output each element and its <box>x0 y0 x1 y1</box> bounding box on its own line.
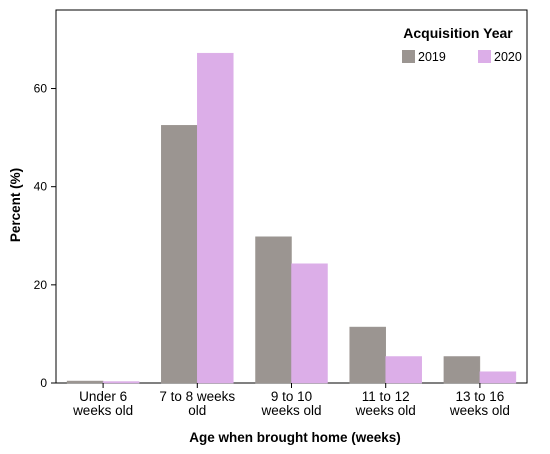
bar-2020-2 <box>291 263 328 384</box>
y-tick-label: 40 <box>34 180 48 194</box>
legend: Acquisition Year 2019 2020 <box>402 25 522 64</box>
legend-title: Acquisition Year <box>403 25 513 41</box>
y-tick-label: 0 <box>40 376 47 390</box>
x-tick-label: Under 6 weeks old <box>72 389 133 418</box>
bar-2019-1 <box>161 125 198 384</box>
bar-2020-1 <box>197 52 234 384</box>
legend-swatch-2020 <box>478 50 491 63</box>
x-axis-title: Age when brought home (weeks) <box>189 430 401 445</box>
x-tick-label: 13 to 16 weeks old <box>449 389 510 418</box>
x-tick-label: 11 to 12 weeks old <box>355 389 416 418</box>
bar-2020-0 <box>102 381 140 384</box>
x-tick-label: 9 to 10 weeks old <box>260 389 321 418</box>
y-tick-label: 60 <box>34 82 48 96</box>
y-axis: 0 20 40 60 <box>34 82 56 390</box>
bar-2019-0 <box>66 380 104 384</box>
bar-2019-4 <box>443 356 481 384</box>
x-tick-label: 7 to 8 weeks old <box>159 389 235 418</box>
bars <box>66 52 517 388</box>
y-tick-label: 20 <box>34 278 48 292</box>
y-axis-title: Percent (%) <box>8 168 23 242</box>
bar-2020-3 <box>385 356 422 384</box>
bar-2019-2 <box>255 236 292 384</box>
legend-label-2019: 2019 <box>418 50 446 64</box>
legend-swatch-2019 <box>402 50 415 63</box>
bar-2019-3 <box>349 326 386 384</box>
legend-label-2020: 2020 <box>494 50 522 64</box>
bar-2020-4 <box>479 371 517 384</box>
x-axis: Under 6 weeks old 7 to 8 weeks old 9 to 10 we… <box>72 389 510 418</box>
